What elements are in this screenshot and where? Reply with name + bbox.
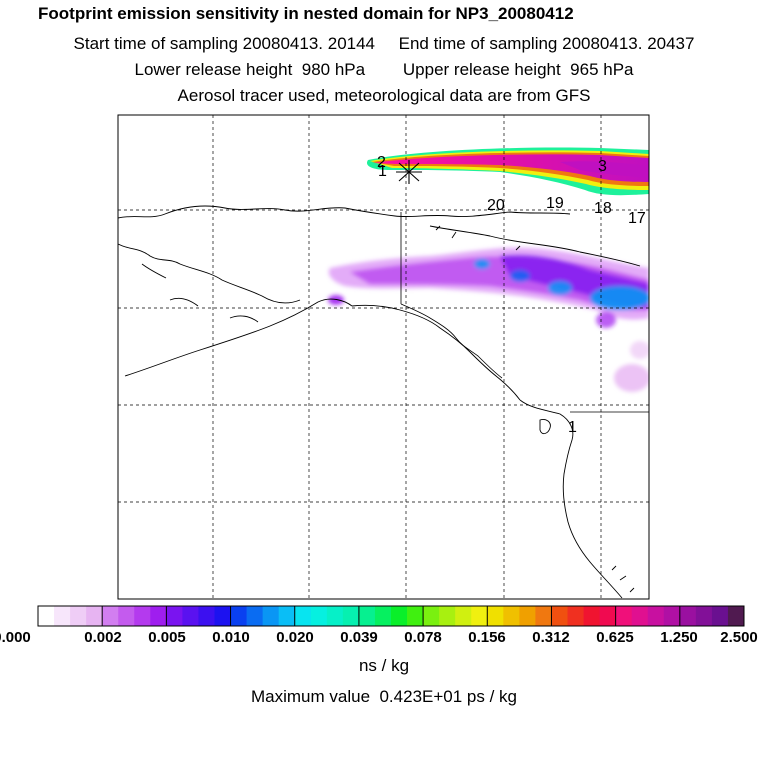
colorbar-tick-label: 0.002 — [84, 629, 122, 646]
colorbar-swatch — [567, 606, 584, 626]
maximum-value-label: Maximum value 0.423E+01 ps / kg — [251, 687, 517, 706]
colorbar-swatch — [214, 606, 231, 626]
lower-release-label: Lower release height 980 hPa — [134, 60, 366, 79]
trajectory-labels: 2 1 3 20 19 18 17 — [377, 154, 646, 227]
colorbar-swatch — [310, 606, 328, 626]
trajectory-label: 3 — [598, 158, 607, 175]
colorbar-swatch — [326, 606, 344, 626]
colorbar-swatch — [599, 606, 617, 626]
colorbar-tick-label: 0.005 — [148, 629, 186, 646]
colorbar-swatch — [70, 606, 87, 626]
colorbar-tick-label: 0.312 — [532, 629, 570, 646]
trajectory-label: 19 — [546, 195, 564, 212]
northern-plume — [366, 147, 649, 196]
colorbar-tick-label: 2.500 — [720, 629, 758, 646]
colorbar-tick-label: 0.039 — [340, 629, 378, 646]
colorbar-swatch — [551, 606, 568, 626]
trajectory-label: 1 — [378, 163, 387, 180]
borders — [400, 212, 649, 413]
colorbar-swatch — [583, 606, 600, 626]
colorbar-swatch — [519, 606, 536, 626]
site-marker: 1 — [568, 419, 577, 436]
colorbar-tick-label: 0.010 — [212, 629, 250, 646]
start-time-label: Start time of sampling 20080413. 20144 — [73, 34, 376, 53]
colorbar-swatch — [455, 606, 472, 626]
colorbar-swatch — [647, 606, 665, 626]
release-height-line: Lower release height 980 hPa Upper relea… — [0, 60, 768, 80]
colorbar-swatch — [471, 606, 488, 626]
colorbar-swatch — [342, 606, 360, 626]
colorbar-tick-label: 0.020 — [276, 629, 314, 646]
colorbar-swatch — [86, 606, 103, 626]
colorbar-swatch — [182, 606, 199, 626]
colorbar-swatch — [278, 606, 296, 626]
graticule — [118, 115, 649, 599]
colorbar-swatch — [695, 606, 713, 626]
trajectory-label: 18 — [594, 200, 612, 217]
tracer-note: Aerosol tracer used, meteorological data… — [177, 86, 591, 105]
colorbar-swatch — [134, 606, 151, 626]
sensitivity-field — [328, 247, 649, 392]
colorbar-tick-label: 0.625 — [596, 629, 634, 646]
colorbar-frame — [37, 605, 745, 627]
trajectory-label: 20 — [487, 197, 505, 214]
release-point-icon — [396, 160, 422, 184]
trajectory-label: 17 — [628, 210, 646, 227]
end-time-label: End time of sampling 20080413. 20437 — [398, 34, 695, 53]
colorbar-swatch — [102, 606, 119, 626]
trajectory-label: 2 — [377, 154, 386, 171]
colorbar-swatch — [679, 606, 697, 626]
colorbar-swatch — [631, 606, 649, 626]
colorbar-swatch — [358, 606, 376, 626]
colorbar-swatch — [439, 606, 456, 626]
map-frame — [117, 114, 650, 600]
colorbar-swatch — [503, 606, 520, 626]
colorbar-swatch — [38, 606, 55, 626]
colorbar-swatch — [711, 606, 729, 626]
colorbar-tick-label: 1.250 — [660, 629, 698, 646]
colorbar-swatch — [374, 606, 392, 626]
colorbar-swatch — [166, 606, 183, 626]
colorbar-swatch — [615, 606, 633, 626]
colorbar-swatch — [391, 606, 408, 626]
colorbar-tick-label: 0.000 — [0, 629, 31, 646]
colorbar-swatch — [262, 606, 280, 626]
colorbar-swatch — [727, 606, 745, 626]
colorbar-swatch — [118, 606, 135, 626]
colorbar-swatch — [54, 606, 71, 626]
colorbar-units: ns / kg — [358, 656, 410, 675]
colorbar-swatch — [423, 606, 440, 626]
colorbar-swatch — [663, 606, 681, 626]
colorbar-swatch — [294, 606, 312, 626]
colorbar-swatch — [487, 606, 504, 626]
colorbar-tick-label: 0.078 — [404, 629, 442, 646]
colorbar-swatch — [150, 606, 167, 626]
colorbar-swatch — [407, 606, 424, 626]
colorbar-swatch — [230, 606, 247, 626]
colorbar-swatches — [38, 606, 745, 626]
upper-release-label: Upper release height 965 hPa — [402, 60, 634, 79]
colorbar-tick-label: 0.156 — [468, 629, 506, 646]
sampling-time-line: Start time of sampling 20080413. 20144 E… — [0, 34, 768, 54]
colorbar-swatch — [535, 606, 552, 626]
colorbar-swatch — [246, 606, 264, 626]
map-title: Footprint emission sensitivity in nested… — [38, 4, 574, 23]
coastlines — [118, 205, 641, 599]
colorbar-swatch — [198, 606, 215, 626]
